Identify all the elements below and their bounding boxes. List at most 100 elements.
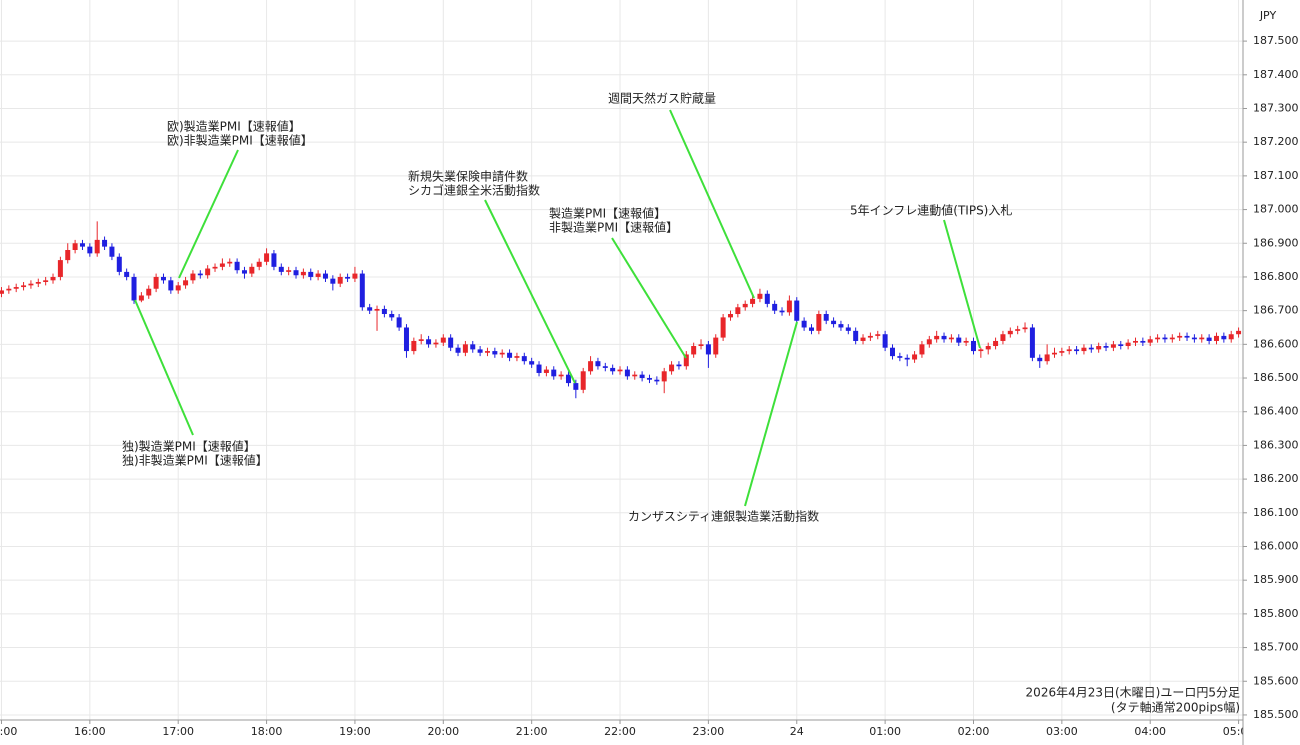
candle-body: [234, 261, 240, 271]
candle-body: [669, 364, 675, 372]
candle-body: [1184, 335, 1190, 338]
candle-body: [1118, 344, 1124, 347]
x-tick-label: 20:00: [427, 725, 459, 738]
candle-body: [160, 276, 166, 281]
candle-body: [867, 335, 873, 338]
candle-body: [926, 339, 932, 345]
candle-body: [676, 364, 682, 367]
candle-body: [175, 285, 181, 291]
candle-body: [838, 324, 844, 328]
x-tick-label: 19:00: [339, 725, 371, 738]
candle-body: [956, 337, 962, 343]
candle-body: [543, 369, 549, 373]
annotation-text: 新規失業保険申請件数: [408, 169, 528, 184]
candle-body: [993, 340, 999, 347]
y-tick-label: 186.000: [1253, 539, 1299, 552]
candle-body: [948, 337, 954, 340]
candle-body: [551, 369, 557, 377]
candle-body: [750, 298, 756, 304]
candle-body: [617, 369, 623, 372]
candle-body: [87, 246, 93, 254]
y-tick-label: 186.600: [1253, 337, 1299, 350]
candle-body: [632, 374, 638, 377]
candle-body: [1199, 337, 1205, 340]
candle-body: [1029, 327, 1035, 358]
candle-body: [79, 243, 85, 247]
candle-body: [138, 295, 144, 301]
candle-body: [875, 334, 881, 336]
candle-body: [536, 364, 542, 373]
candle-body: [1096, 346, 1102, 350]
candle-body: [43, 280, 49, 283]
candle-body: [433, 342, 439, 345]
candle-body: [411, 340, 417, 352]
candle-body: [1206, 337, 1212, 341]
candle-body: [779, 310, 785, 313]
candle-body: [35, 282, 41, 284]
candle-body: [448, 337, 454, 348]
y-tick-label: 185.700: [1253, 641, 1299, 654]
x-tick-label: 03:00: [1046, 725, 1078, 738]
candle-body: [691, 346, 697, 355]
candle-body: [271, 253, 277, 267]
candle-body: [853, 330, 859, 341]
candle-body: [109, 246, 115, 257]
candle-body: [219, 263, 225, 267]
candle-body: [131, 276, 137, 301]
y-tick-label: 186.700: [1253, 304, 1299, 317]
x-tick-label: 05:00: [1223, 725, 1255, 738]
y-tick-label: 186.300: [1253, 438, 1299, 451]
candle-body: [300, 271, 306, 276]
x-tick-label: 18:00: [251, 725, 283, 738]
candle-body: [801, 320, 807, 328]
candle-body: [65, 249, 71, 261]
candle-body: [57, 260, 63, 277]
candle-body: [1051, 352, 1057, 355]
candle-body: [963, 340, 969, 343]
annotation-pointer: [134, 299, 194, 436]
candle-body: [205, 268, 211, 276]
y-axis: 185.500 185.600 185.700 185.800 185.900 186.0…: [1243, 34, 1299, 721]
candle-body: [330, 278, 336, 284]
candle-body: [565, 374, 571, 384]
candle-body: [470, 344, 476, 350]
annotation-pointer: [178, 149, 239, 279]
candle-body: [529, 361, 535, 365]
candle-body: [264, 253, 270, 262]
candle-body: [595, 361, 601, 367]
candle-body: [786, 300, 792, 313]
candle-body: [985, 346, 991, 350]
candle-body: [477, 349, 483, 353]
annotation-text: カンザスシティ連銀製造業活動指数: [628, 509, 819, 524]
candle-body: [1228, 334, 1234, 340]
candle-body: [359, 273, 365, 308]
candle-body: [772, 303, 778, 311]
y-tick-label: 185.600: [1253, 674, 1299, 687]
candle-body: [1081, 347, 1087, 352]
candle-body: [418, 339, 424, 341]
annotation-text: 5年インフレ連動値(TIPS)入札: [850, 203, 1012, 218]
y-tick-label: 186.400: [1253, 405, 1299, 418]
candle-body: [514, 356, 520, 358]
plot-area: 15:00 16:00 17:00 18:00 19:00 20:00 21:00 22:00…: [0, 221, 1255, 738]
annotation-text: 非製造業PMI【速報値】: [549, 220, 678, 235]
candle-body: [286, 270, 292, 272]
x-tick-label: 17:00: [162, 725, 194, 738]
candle-body: [146, 288, 152, 296]
footnote: 2026年4月23日(木曜日)ユーロ円5分足: [1026, 686, 1240, 700]
candle-body: [1140, 340, 1146, 343]
candle-body: [1103, 346, 1109, 348]
candle-body: [742, 303, 748, 308]
annotations: 欧)製造業PMI【速報値】欧)非製造業PMI【速報値】独)製造業PMI【速報値】…: [122, 91, 1012, 524]
annotation-text: 週間天然ガス貯蔵量: [608, 91, 716, 106]
x-tick-label: 21:00: [516, 725, 548, 738]
candle-body: [1110, 344, 1116, 348]
candle-body: [845, 327, 851, 331]
annotation-text: 欧)非製造業PMI【速報値】: [167, 133, 313, 148]
y-tick-label: 186.900: [1253, 236, 1299, 249]
candle-body: [970, 340, 976, 352]
candle-body: [374, 308, 380, 311]
candle-body: [6, 288, 12, 291]
